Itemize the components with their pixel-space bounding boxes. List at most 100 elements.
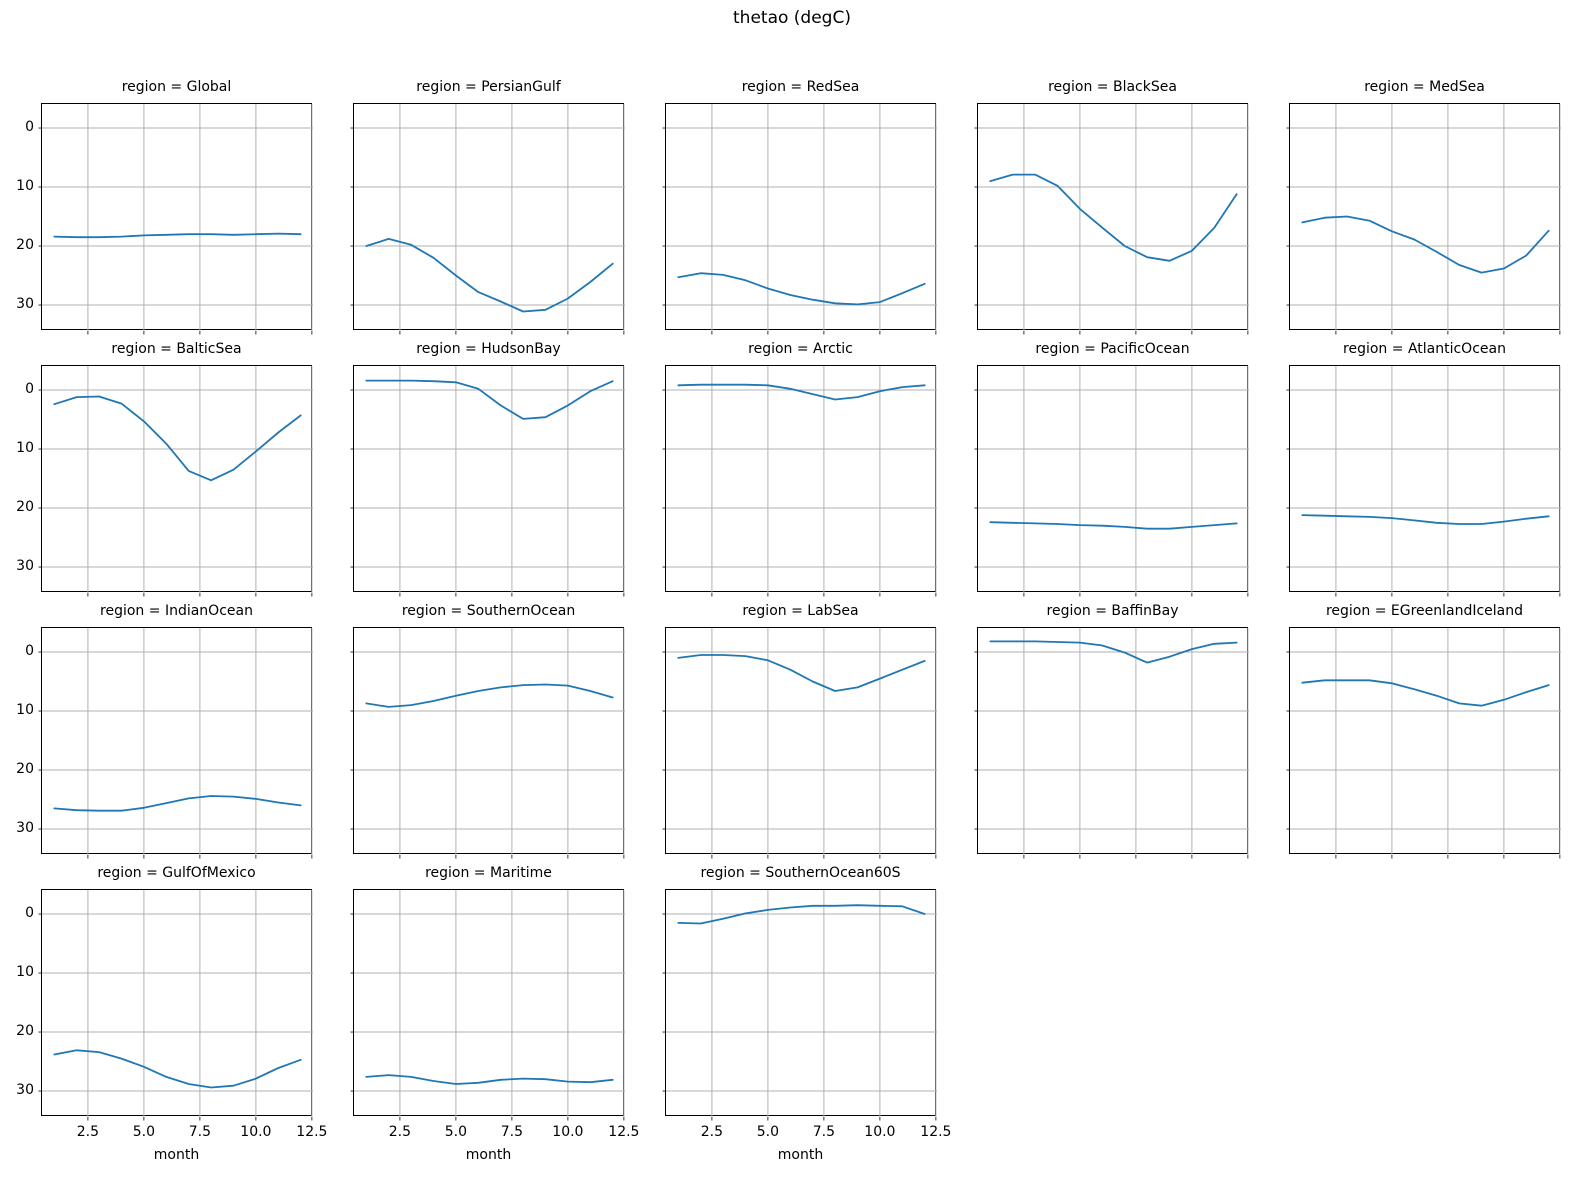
line-series-AtlanticOcean [1301, 514, 1550, 525]
y-tick-label: 20 [16, 761, 34, 778]
y-tick-label: 20 [16, 499, 34, 516]
subplot-BaffinBay: region = BaffinBay [974, 603, 1249, 859]
subplot-Arctic: region = Arctic [662, 341, 937, 597]
subplot-title: region = SouthernOcean60S [700, 865, 901, 881]
subplot-title: region = Arctic [748, 341, 853, 357]
line-series-RedSea [677, 272, 926, 306]
plot-area-Global [38, 104, 313, 335]
subplot-title: region = PacificOcean [1035, 341, 1190, 357]
x-tick-label: 7.5 [812, 1124, 836, 1140]
x-tick-label: 10.0 [864, 1124, 896, 1140]
y-tick-label: 30 [16, 820, 34, 837]
line-series-Maritime [365, 1074, 614, 1085]
plot-area-BalticSea [38, 366, 313, 597]
subplot-title: region = MedSea [1364, 79, 1485, 95]
y-tick-label: 10 [16, 178, 34, 195]
subplot-Maritime: region = Maritime 2.5 5.0 7.5 10.0 12.5 month [350, 865, 639, 1163]
line-series-IndianOcean [53, 795, 302, 812]
y-tick-label: 0 [25, 905, 34, 922]
line-series-SouthernOcean60S [677, 904, 926, 925]
y-tick-label: 30 [16, 558, 34, 575]
x-tick-label: 2.5 [700, 1124, 724, 1140]
plot-area-GulfOfMexico [38, 890, 313, 1121]
plot-area-PersianGulf [350, 104, 625, 335]
plot-area-BaffinBay [974, 628, 1249, 859]
line-series-PacificOcean [989, 521, 1238, 530]
x-tick-label: 12.5 [296, 1124, 328, 1140]
subplot-LabSea: region = LabSea [662, 603, 937, 859]
subplot-MedSea: region = MedSea [1286, 79, 1561, 335]
x-tick-label: 5.0 [756, 1124, 780, 1140]
subplot-PacificOcean: region = PacificOcean [974, 341, 1249, 597]
x-tick-label: 10.0 [552, 1124, 584, 1140]
subplot-title: region = IndianOcean [100, 603, 253, 619]
line-series-EGreenlandIceland [1301, 679, 1550, 707]
plot-area-IndianOcean [38, 628, 313, 859]
x-axis-label: month [777, 1147, 824, 1163]
plot-area-PacificOcean [974, 366, 1249, 597]
subplot-RedSea: region = RedSea [662, 79, 937, 335]
x-tick-label: 2.5 [388, 1124, 412, 1140]
subplot-title: region = SouthernOcean [401, 603, 576, 619]
plot-area-LabSea [662, 628, 937, 859]
line-series-BaffinBay [989, 640, 1238, 664]
y-tick-label: 20 [16, 1023, 34, 1040]
plot-area-SouthernOcean60S [662, 890, 937, 1121]
line-series-PersianGulf [365, 237, 614, 313]
subplot-title: region = BalticSea [111, 341, 242, 357]
plot-area-RedSea [662, 104, 937, 335]
subplot-title: region = LabSea [742, 603, 859, 619]
x-tick-label: 12.5 [608, 1124, 640, 1140]
plot-area-BlackSea [974, 104, 1249, 335]
subplot-title: region = RedSea [741, 79, 860, 95]
subplot-HudsonBay: region = HudsonBay [350, 341, 625, 597]
x-tick-label: 10.0 [240, 1124, 272, 1140]
x-tick-label: 2.5 [76, 1124, 100, 1140]
subplot-SouthernOcean: region = SouthernOcean [350, 603, 625, 859]
line-series-Arctic [677, 383, 926, 401]
subplot-PersianGulf: region = PersianGulf [350, 79, 625, 335]
line-series-MedSea [1301, 215, 1550, 274]
subplot-GulfOfMexico: region = GulfOfMexico 0 10 20 30 2.5 5.0 7.5 10.… [16, 865, 327, 1163]
x-tick-label: 5.0 [444, 1124, 468, 1140]
line-series-HudsonBay [365, 379, 614, 420]
plot-area-MedSea [1286, 104, 1561, 335]
x-axis-label: month [465, 1147, 512, 1163]
x-tick-label: 7.5 [500, 1124, 524, 1140]
plot-area-EGreenlandIceland [1286, 628, 1561, 859]
line-series-Global [53, 232, 302, 239]
plot-area-AtlanticOcean [1286, 366, 1561, 597]
subplot-title: region = Global [121, 79, 232, 95]
plot-area-Maritime [350, 890, 625, 1121]
line-series-BalticSea [53, 395, 302, 482]
subplot-BalticSea: region = BalticSea 0 10 20 30 [16, 341, 313, 597]
y-tick-label: 0 [25, 119, 34, 136]
y-tick-label: 20 [16, 237, 34, 254]
y-tick-label: 30 [16, 296, 34, 313]
x-tick-label: 7.5 [188, 1124, 212, 1140]
subplot-EGreenlandIceland: region = EGreenlandIceland [1286, 603, 1561, 859]
x-tick-label: 12.5 [920, 1124, 952, 1140]
y-tick-label: 10 [16, 964, 34, 981]
subplot-title: region = Maritime [425, 865, 552, 881]
subplot-title: region = AtlanticOcean [1343, 341, 1506, 357]
figure-title: thetao (degC) [733, 8, 851, 28]
subplot-SouthernOcean60S: region = SouthernOcean60S 2.5 5.0 7.5 10.0 12… [662, 865, 951, 1163]
subplot-title: region = BlackSea [1048, 79, 1177, 95]
y-tick-label: 30 [16, 1082, 34, 1099]
y-tick-label: 10 [16, 702, 34, 719]
subplot-IndianOcean: region = IndianOcean 0 10 20 30 [16, 603, 313, 859]
line-series-BlackSea [989, 173, 1238, 262]
y-tick-label: 0 [25, 381, 34, 398]
subplot-title: region = EGreenlandIceland [1325, 603, 1524, 619]
x-axis-label: month [153, 1147, 200, 1163]
y-tick-label: 0 [25, 643, 34, 660]
subplot-title: region = BaffinBay [1046, 603, 1179, 619]
subplot-BlackSea: region = BlackSea [974, 79, 1249, 335]
subplot-title: region = GulfOfMexico [97, 865, 256, 881]
line-series-SouthernOcean [365, 683, 614, 708]
line-series-LabSea [677, 654, 926, 692]
subplot-Global: region = Global 0 10 20 30 [16, 79, 313, 335]
plot-area-SouthernOcean [350, 628, 625, 859]
